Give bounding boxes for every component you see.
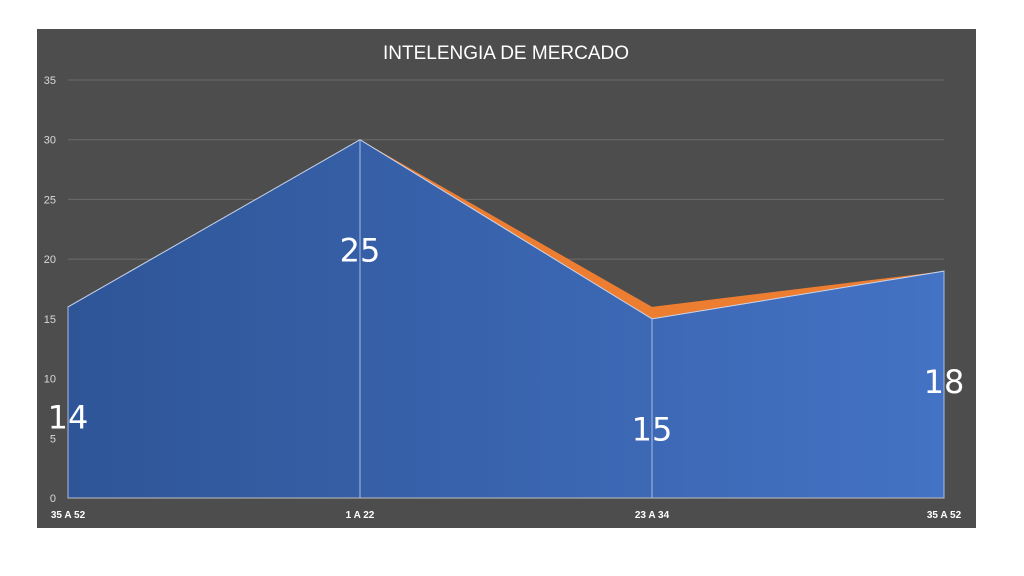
x-tick-label: 35 A 52 (927, 510, 962, 521)
y-tick-label: 25 (44, 194, 56, 206)
y-tick-label: 30 (44, 135, 56, 147)
y-tick-label: 0 (50, 493, 56, 505)
x-tick-label: 35 A 52 (51, 510, 86, 521)
x-tick-label: 1 A 22 (346, 510, 375, 521)
data-label: 25 (340, 232, 381, 270)
chart-frame: INTELENGIA DE MERCADO 0 5 10 15 20 25 30 35 35 … (37, 29, 976, 528)
area-chart: INTELENGIA DE MERCADO 0 5 10 15 20 25 30 35 35 … (44, 43, 965, 521)
y-tick-label: 10 (44, 374, 56, 386)
chart-title: INTELENGIA DE MERCADO (383, 43, 629, 64)
y-tick-label: 15 (44, 314, 56, 326)
area-series-2 (67, 139, 945, 499)
data-label: 15 (632, 411, 673, 449)
data-label: 18 (924, 363, 965, 401)
data-label: 14 (48, 399, 89, 437)
x-tick-label: 23 A 34 (635, 510, 670, 521)
y-tick-label: 35 (44, 75, 56, 87)
y-tick-label: 5 (50, 433, 56, 445)
y-tick-label: 20 (44, 254, 56, 266)
